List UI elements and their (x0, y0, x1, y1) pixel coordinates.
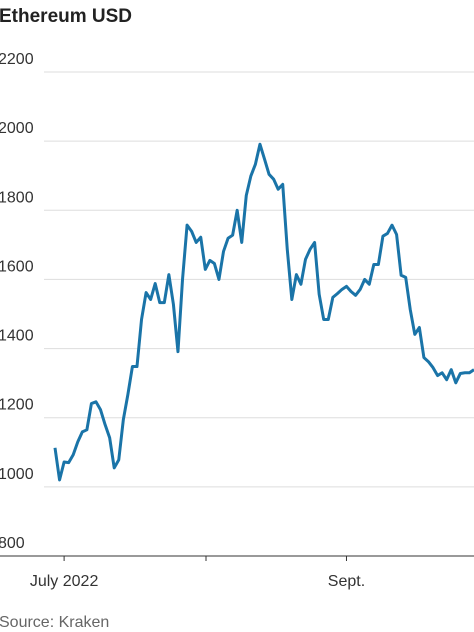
x-tick-label: July 2022 (30, 573, 99, 590)
y-tick-label: 800 (0, 535, 25, 552)
price-line (53, 142, 474, 482)
y-tick-label: 1400 (0, 328, 34, 345)
y-tick-label: 1800 (0, 189, 34, 206)
y-tick-label: 2000 (0, 120, 34, 137)
x-tick-label: Sept. (328, 573, 365, 590)
y-tick-label: 1000 (0, 466, 34, 483)
y-tick-label: 1600 (0, 258, 34, 275)
source-note: Source: Kraken (0, 614, 109, 631)
y-tick-label: 2200 (0, 51, 34, 68)
y-tick-label: 1200 (0, 397, 34, 414)
chart-title: Ethereum USD (0, 6, 132, 27)
